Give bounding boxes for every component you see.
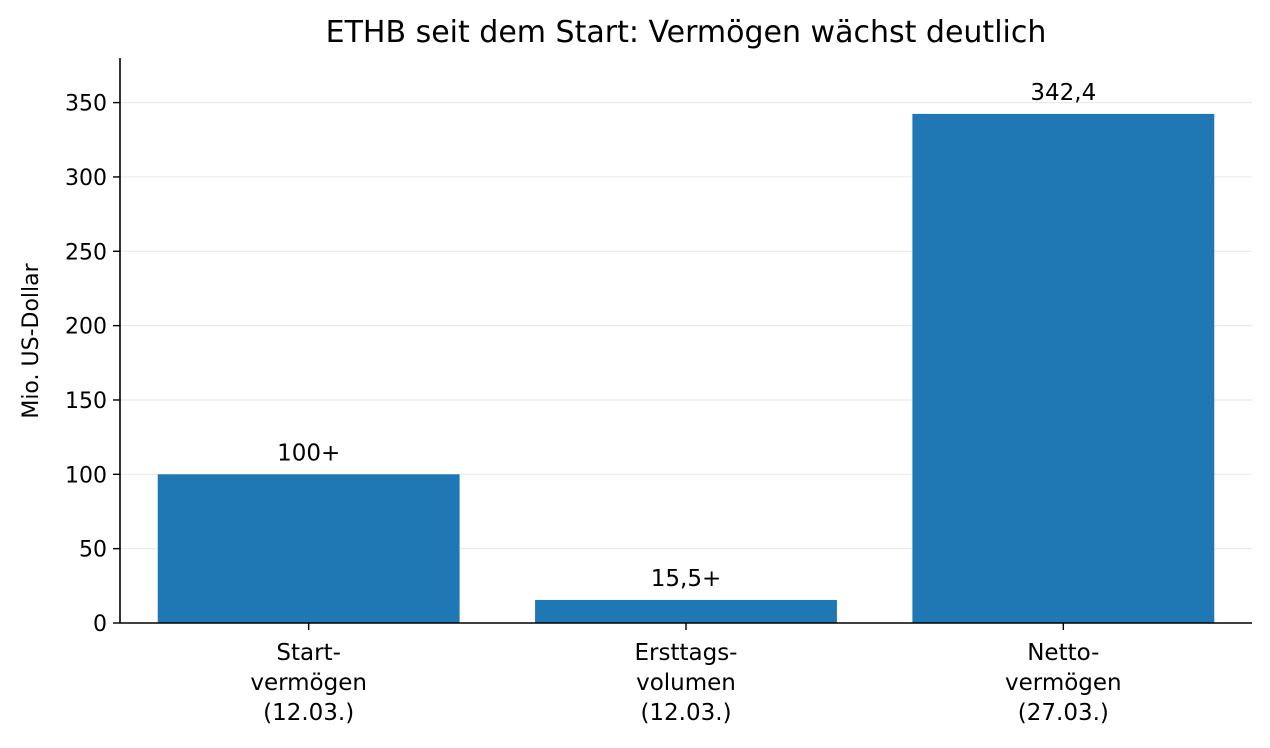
x-tick-label-line: vermögen — [250, 670, 367, 696]
x-tick-label-line: (12.03.) — [640, 700, 731, 726]
data-label: 15,5+ — [651, 566, 721, 592]
y-tick-label: 200 — [65, 315, 107, 340]
x-tick-label-line: vermögen — [1005, 670, 1122, 696]
data-label: 342,4 — [1030, 80, 1096, 106]
y-tick-label: 50 — [79, 538, 107, 563]
x-axis-ticks: Start-vermögen (12.03.) Ersttags-volumen (1… — [250, 623, 1122, 726]
y-tick-label: 350 — [65, 92, 107, 117]
y-tick-label: 300 — [65, 166, 107, 191]
y-tick-label: 0 — [93, 612, 107, 637]
y-tick-label: 250 — [65, 240, 107, 265]
x-tick-label: Start-vermögen (12.03.) — [250, 640, 367, 726]
bar — [912, 113, 1215, 623]
y-axis-ticks: 0 50 100 150 200 250 300 350 — [65, 92, 120, 637]
data-labels: 100+ 15,5+ 342,4 — [277, 80, 1096, 592]
x-tick-label-line: (12.03.) — [263, 700, 354, 726]
x-tick-label: Ersttags-volumen (12.03.) — [635, 640, 738, 726]
x-tick-label: Netto-vermögen (27.03.) — [1005, 640, 1122, 726]
bars — [157, 113, 1215, 623]
x-tick-label-line: (27.03.) — [1018, 700, 1109, 726]
y-axis-label: Mio. US-Dollar — [19, 262, 44, 418]
y-tick-label: 150 — [65, 389, 107, 414]
x-tick-label-line: volumen — [636, 670, 736, 696]
bar — [157, 474, 460, 623]
x-tick-label-line: Start- — [276, 640, 341, 666]
data-label: 100+ — [277, 440, 340, 466]
x-tick-label-line: Netto- — [1027, 640, 1099, 666]
y-tick-label: 100 — [65, 463, 107, 488]
x-tick-label-line: Ersttags- — [635, 640, 738, 666]
bar — [535, 599, 837, 623]
chart-title: ETHB seit dem Start: Vermögen wächst deu… — [326, 15, 1047, 50]
